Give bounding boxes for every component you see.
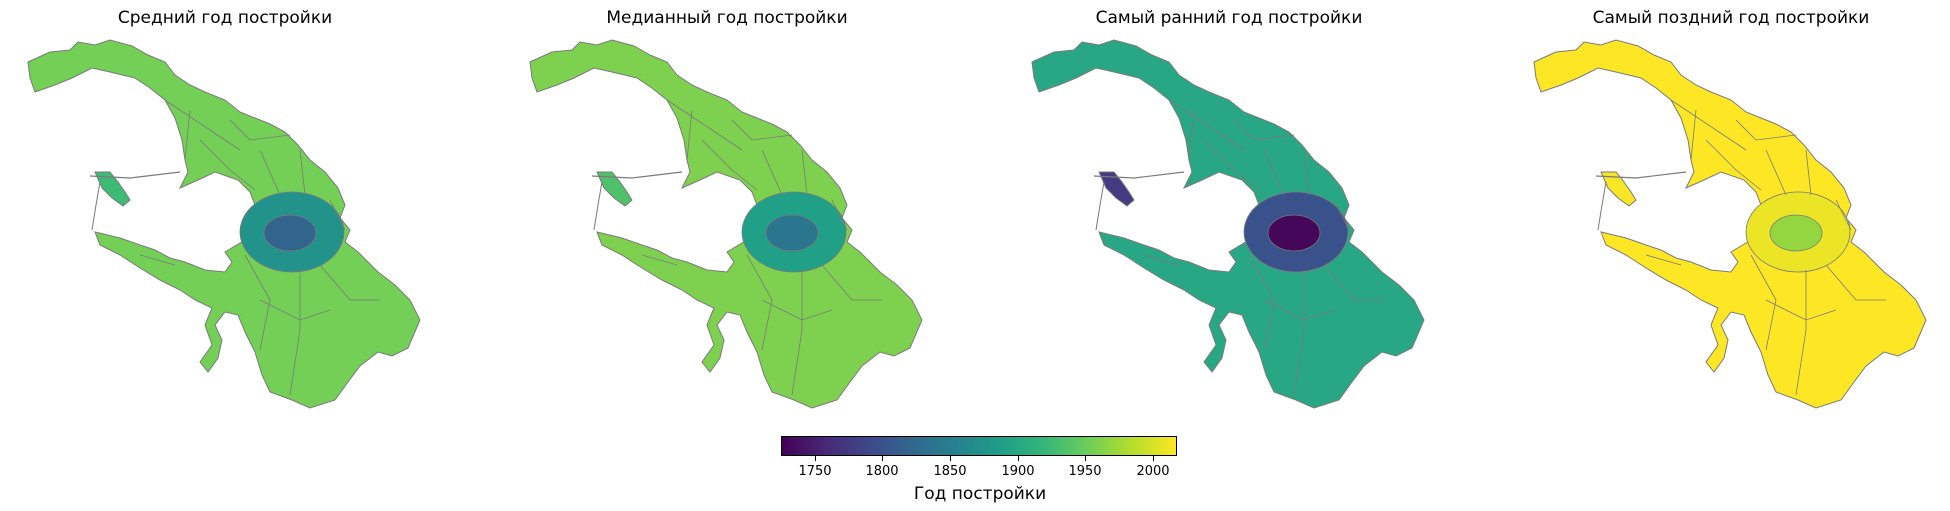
district-boundary	[1233, 119, 1295, 141]
panel-title-median: Медианный год постройки	[606, 8, 848, 28]
colorbar-tick	[815, 456, 816, 461]
colorbar-tick-label: 1900	[1001, 464, 1035, 479]
district-boundary	[1303, 149, 1310, 196]
district-boundary	[701, 139, 758, 191]
district-boundary	[1805, 149, 1812, 196]
kronstadt-island-region	[1600, 171, 1637, 207]
district-boundary	[831, 199, 848, 231]
district-boundary	[1690, 109, 1697, 161]
district-boundary	[1263, 149, 1285, 196]
map-panel-4	[1533, 39, 1927, 409]
dam-line	[1095, 181, 1105, 231]
district-boundary	[184, 109, 191, 161]
colorbar-label: Год постройки	[913, 484, 1047, 504]
district-boundary	[289, 270, 301, 396]
historic-center-region	[263, 214, 317, 252]
colorbar-tick-label: 1750	[798, 464, 832, 479]
district-boundary	[1188, 109, 1195, 161]
outer-districts-region	[1533, 39, 1927, 409]
district-boundary	[319, 264, 380, 301]
district-boundary	[1835, 199, 1852, 231]
district-boundary	[1333, 199, 1350, 231]
district-boundary	[244, 254, 271, 351]
district-boundary	[666, 99, 743, 151]
dam-line	[593, 181, 603, 231]
map-panel-3	[1031, 39, 1425, 409]
district-boundary	[641, 254, 678, 266]
dam-line	[91, 181, 101, 231]
map-panel-1	[27, 39, 421, 409]
district-boundary	[746, 254, 773, 351]
district-boundary	[229, 119, 291, 141]
dam-line	[89, 171, 181, 179]
district-boundary	[1670, 99, 1747, 151]
district-boundary	[1143, 254, 1180, 266]
map-panel-2	[529, 39, 923, 409]
district-boundary	[761, 149, 783, 196]
district-boundary	[1750, 254, 1777, 351]
district-boundary	[1168, 99, 1245, 151]
dam-line	[1093, 171, 1185, 179]
colorbar-tick	[1153, 456, 1154, 461]
kronstadt-island-region	[1098, 171, 1135, 207]
outer-districts-region	[529, 39, 923, 409]
colorbar-tick-label: 1800	[865, 464, 899, 479]
historic-center-region	[1267, 214, 1321, 252]
district-boundary	[1293, 270, 1305, 396]
colorbar-tick	[950, 456, 951, 461]
district-boundary	[1765, 149, 1787, 196]
dam-line	[591, 171, 683, 179]
colorbar-tick	[882, 456, 883, 461]
colorbar	[781, 436, 1177, 456]
kronstadt-island-region	[94, 171, 131, 207]
colorbar-tick	[1018, 456, 1019, 461]
district-boundary	[199, 139, 256, 191]
panel-title-earliest: Самый ранний год постройки	[1095, 8, 1363, 28]
historic-center-region	[765, 214, 819, 252]
district-boundary	[1825, 264, 1886, 301]
district-boundary	[259, 149, 281, 196]
district-boundary	[164, 99, 241, 151]
district-boundary	[1795, 270, 1807, 396]
outer-districts-region	[1031, 39, 1425, 409]
panel-title-mean: Средний год постройки	[117, 8, 333, 28]
district-boundary	[1735, 119, 1797, 141]
colorbar-tick-label: 1850	[933, 464, 967, 479]
district-boundary	[791, 270, 803, 396]
district-boundary	[1645, 254, 1682, 266]
historic-center-region	[1769, 214, 1823, 252]
kronstadt-island-region	[596, 171, 633, 207]
colorbar-tick-label: 1950	[1068, 464, 1102, 479]
district-boundary	[1203, 139, 1260, 191]
district-boundary	[139, 254, 176, 266]
district-boundary	[1248, 254, 1275, 351]
colorbar-tick-label: 2000	[1136, 464, 1170, 479]
outer-districts-region	[27, 39, 421, 409]
district-boundary	[329, 199, 346, 231]
colorbar-tick	[1085, 456, 1086, 461]
district-boundary	[299, 149, 306, 196]
district-boundary	[686, 109, 693, 161]
district-boundary	[1323, 264, 1384, 301]
dam-line	[1595, 171, 1687, 179]
district-boundary	[801, 149, 808, 196]
district-boundary	[821, 264, 882, 301]
dam-line	[1597, 181, 1607, 231]
district-boundary	[1705, 139, 1762, 191]
panel-title-latest: Самый поздний год постройки	[1592, 8, 1870, 28]
district-boundary	[731, 119, 793, 141]
